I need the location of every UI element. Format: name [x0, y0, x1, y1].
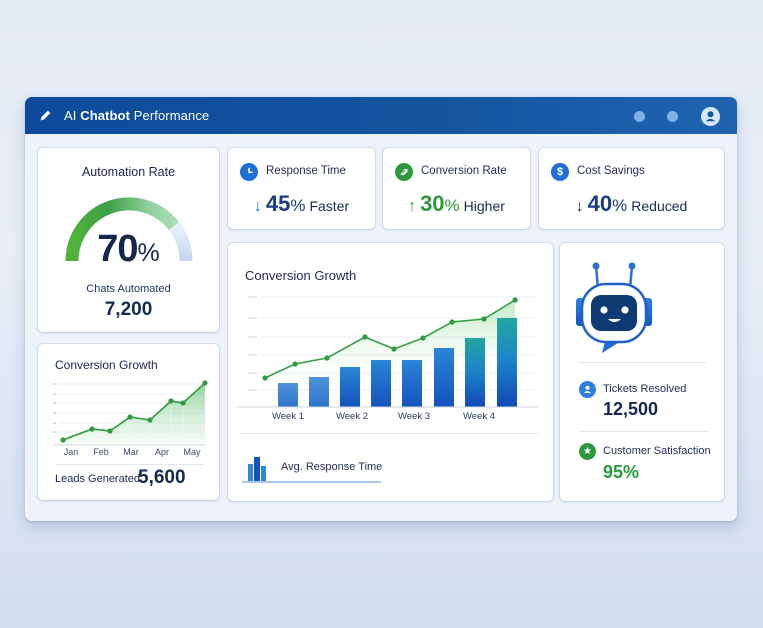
kpi-suffix: Faster [309, 198, 350, 214]
window-dot-button[interactable] [634, 111, 645, 122]
gauge-unit: % [137, 239, 160, 267]
legend-label: Avg. Response Time [281, 461, 383, 473]
arrow-down-icon: ↓ [575, 198, 584, 215]
card-title: Conversion Growth [55, 358, 158, 372]
divider [56, 464, 205, 465]
x-label: Mar [123, 447, 139, 457]
arrow-up-icon: ↑ [408, 198, 417, 215]
x-label: Week 4 [462, 411, 496, 422]
dashboard-window: AI Chatbot Performance Automation Rate [25, 97, 737, 521]
chatbot-stats-card: Tickets Resolved 12,500 ★ Customer Satis… [560, 243, 724, 501]
card-title: Conversion Growth [245, 268, 357, 283]
customer-satisfaction-value: 95% [603, 462, 640, 482]
kpi-value: ↓ 40% Reduced [539, 191, 724, 217]
leads-generated-value: 5,600 [138, 467, 186, 488]
app-title: AI Chatbot Performance [64, 108, 209, 123]
star-icon: ★ [579, 443, 596, 460]
leads-generated-label: Leads Generated [55, 473, 141, 485]
kpi-card-conversion-rate: Conversion Rate ↑ 30% Higher [383, 148, 530, 229]
automation-rate-card: Automation Rate 70% Chats Automated 7,20… [38, 148, 219, 332]
check-tag-icon [395, 163, 413, 181]
dollar-icon: $ [551, 163, 569, 181]
x-label: May [183, 447, 201, 457]
kpi-number: 30 [420, 191, 445, 216]
card-title: Automation Rate [81, 165, 176, 179]
title-bar: AI Chatbot Performance [25, 97, 737, 134]
title-prefix: AI [64, 108, 77, 123]
gauge-number: 70 [97, 228, 138, 270]
x-axis-labels: Jan Feb Mar Apr May [50, 447, 210, 459]
kpi-unit: % [612, 196, 628, 215]
kpi-value: ↑ 30% Higher [383, 191, 530, 217]
kpi-number: 45 [265, 191, 291, 216]
conversion-growth-mini-card: Conversion Growth [38, 344, 219, 500]
chats-automated-label: Chats Automated [86, 283, 171, 295]
area-chart [53, 380, 208, 446]
title-suffix: Performance [133, 108, 210, 123]
customer-satisfaction-label: Customer Satisfaction [603, 445, 711, 457]
user-icon [705, 111, 716, 122]
clock-icon [240, 163, 258, 181]
bar-chart-icon [248, 457, 266, 481]
arrow-down-icon: ↓ [253, 198, 262, 215]
window-dot-button[interactable] [667, 111, 678, 122]
kpi-unit: % [444, 196, 460, 215]
kpi-label: Response Time [266, 165, 346, 177]
user-avatar-button[interactable] [701, 107, 720, 126]
kpi-label: Cost Savings [577, 165, 645, 177]
tickets-resolved-label: Tickets Resolved [603, 383, 687, 395]
x-label: Jan [63, 447, 79, 457]
kpi-number: 40 [587, 191, 613, 216]
x-label: Week 3 [397, 411, 431, 422]
chatbot-icon [576, 262, 652, 353]
divider [578, 362, 706, 363]
gauge-chart [65, 197, 193, 262]
gauge-value: 70% [38, 228, 219, 271]
pencil-icon[interactable] [39, 109, 52, 122]
kpi-unit: % [290, 196, 306, 215]
kpi-label: Conversion Rate [421, 165, 507, 177]
x-label: Feb [93, 447, 109, 457]
conversion-growth-main-card: Conversion Growth [228, 243, 553, 501]
user-icon [579, 381, 596, 398]
tickets-resolved-value: 12,500 [603, 399, 659, 419]
divider [240, 433, 539, 434]
x-label: Week 2 [335, 411, 369, 422]
kpi-card-cost-savings: $ Cost Savings ↓ 40% Reduced [539, 148, 724, 229]
divider [578, 431, 710, 432]
legend-underline [242, 481, 381, 483]
x-axis-labels: Week 1 Week 2 Week 3 Week 4 [228, 411, 553, 425]
chats-automated-value: 7,200 [104, 299, 153, 320]
bar-line-chart [236, 296, 538, 408]
title-bold: Chatbot [80, 108, 131, 123]
x-label: Week 1 [271, 411, 305, 422]
kpi-card-response-time: Response Time ↓ 45% Faster [228, 148, 375, 229]
kpi-suffix: Reduced [631, 198, 688, 214]
kpi-value: ↓ 45% Faster [228, 191, 375, 217]
x-label: Apr [154, 447, 170, 457]
kpi-suffix: Higher [463, 198, 505, 214]
